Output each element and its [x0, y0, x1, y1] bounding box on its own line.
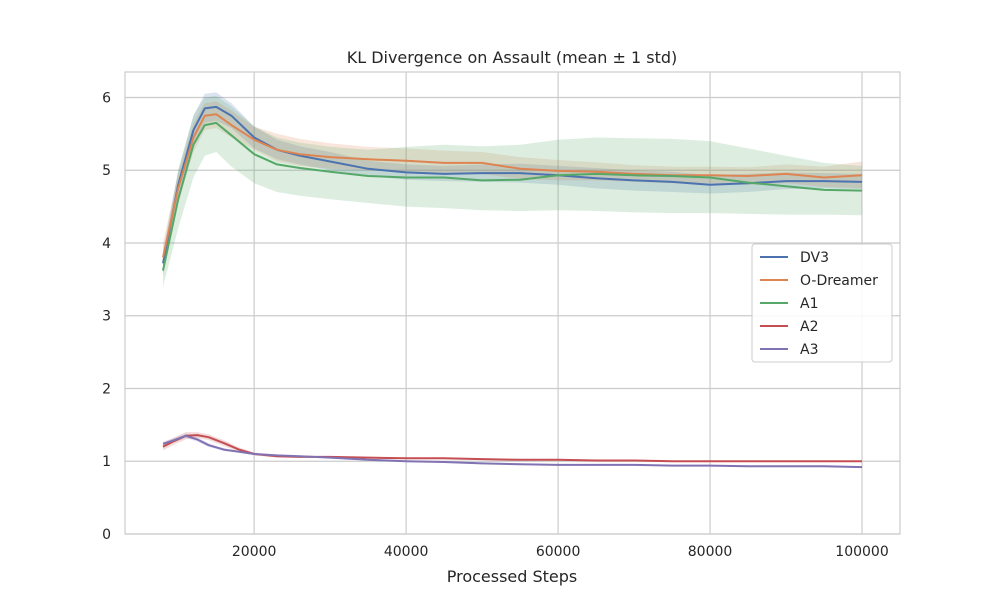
std-band-2 [163, 96, 862, 287]
y-tick-label: 5 [102, 163, 111, 179]
x-tick-label: 20000 [232, 544, 277, 560]
legend-label: DV3 [800, 250, 829, 266]
series-line-3 [162, 434, 862, 463]
x-axis-label: Processed Steps [447, 567, 578, 586]
series-line-4 [162, 434, 863, 469]
x-tick-label: 60000 [536, 544, 581, 560]
y-tick-labels: 0 1 2 3 4 5 6 [102, 90, 111, 543]
series-line-0 [162, 105, 863, 264]
plot-frame [124, 71, 901, 535]
series-line-1 [162, 113, 863, 258]
legend-label: A1 [800, 296, 818, 312]
series-line-2 [162, 121, 863, 271]
x-tick-label: 40000 [384, 544, 429, 560]
y-tick-label: 0 [102, 527, 111, 543]
y-tick-label: 2 [102, 381, 111, 397]
y-tick-label: 4 [102, 236, 111, 252]
series-lines [162, 105, 863, 469]
y-tick-label: 3 [102, 309, 111, 325]
x-tick-label: 100000 [835, 544, 888, 560]
legend-label: O-Dreamer [800, 273, 878, 289]
x-tick-labels: 20000 40000 60000 80000 100000 [232, 544, 889, 560]
x-tick-label: 80000 [688, 544, 733, 560]
legend-box [751, 243, 893, 363]
chart-title: KL Divergence on Assault (mean ± 1 std) [347, 48, 678, 67]
legend: DV3 O-Dreamer A1 A2 A3 [751, 243, 893, 363]
y-tick-label: 1 [102, 454, 111, 470]
legend-label: A3 [800, 342, 818, 358]
legend-label: A2 [800, 319, 818, 335]
y-tick-label: 6 [102, 90, 111, 106]
